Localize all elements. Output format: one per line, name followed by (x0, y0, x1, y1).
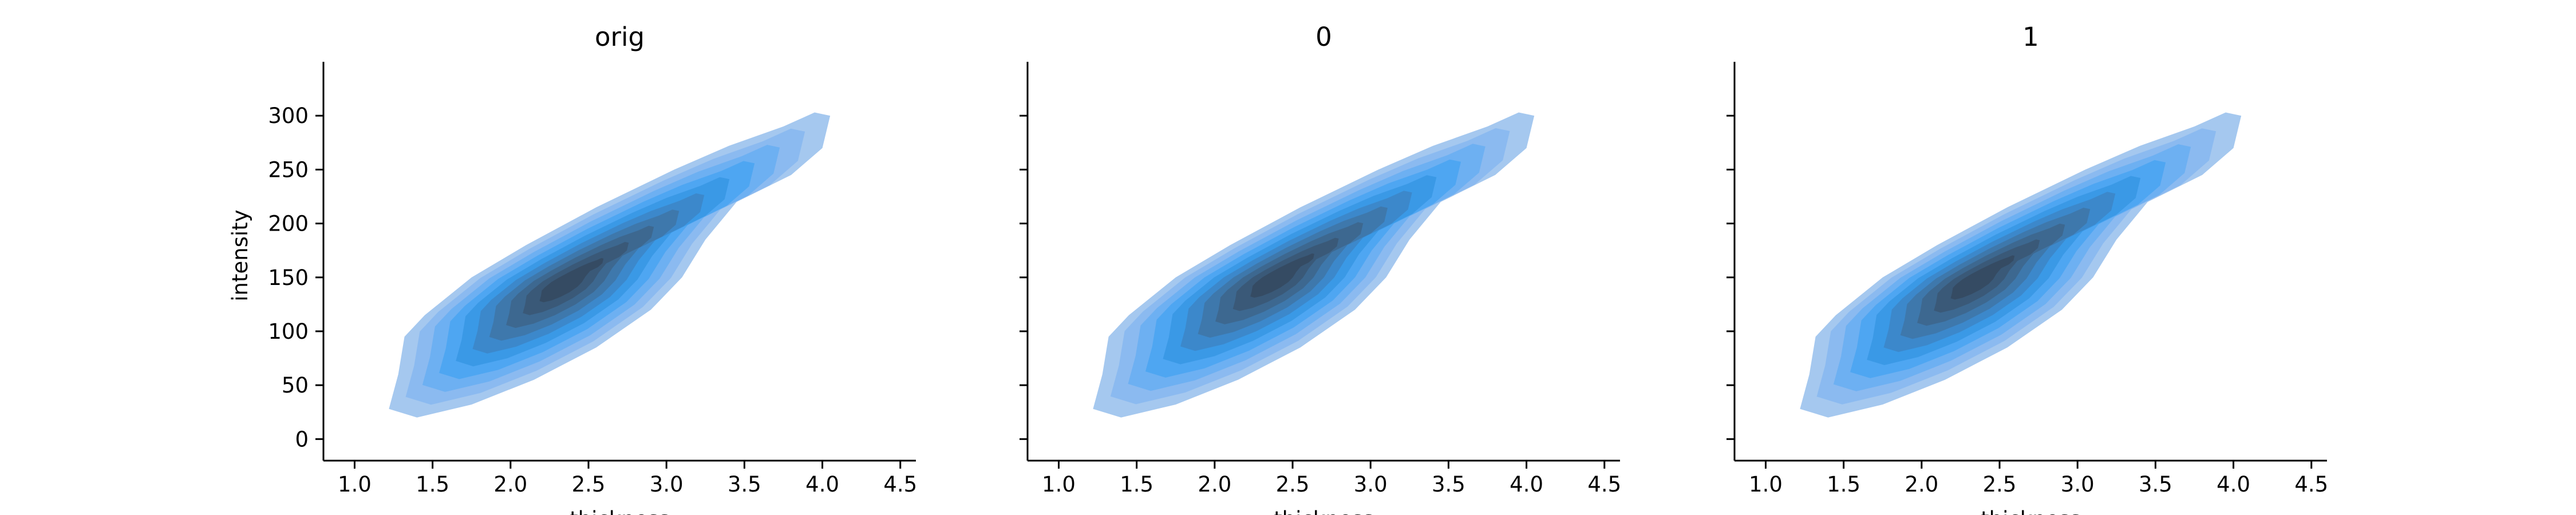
x-tick-label: 3.0 (2061, 472, 2095, 497)
facet-panel-1: 1.0 1.5 2.0 2.5 3.0 3.5 4.0 4.5 1 thickness (1726, 22, 2328, 515)
density-contour-level-10 (1950, 255, 2015, 300)
x-tick-label: 4.5 (883, 472, 917, 497)
x-tick-label: 2.0 (1198, 472, 1231, 497)
y-tick-label: 0 (295, 427, 309, 451)
panel-title: 0 (1315, 22, 1332, 52)
x-tick-label: 1.0 (338, 472, 372, 497)
x-tick-label: 2.5 (1983, 472, 2017, 497)
x-tick-label: 3.5 (1432, 472, 1465, 497)
x-tick-label: 1.0 (1042, 472, 1076, 497)
x-tick-label: 1.5 (1120, 472, 1153, 497)
x-axis-label: thickness (1274, 507, 1374, 515)
x-axis-label: thickness (1981, 507, 2081, 515)
x-tick-label: 2.0 (493, 472, 527, 497)
x-tick-label: 3.0 (650, 472, 683, 497)
x-tick-label: 2.0 (1905, 472, 1938, 497)
y-axis-label: intensity (228, 209, 252, 301)
x-tick-label: 2.5 (1276, 472, 1310, 497)
panel-title: orig (595, 22, 645, 52)
y-tick-label: 200 (268, 212, 309, 236)
density-contour-level-10 (539, 258, 604, 303)
facet-panel-orig: 1.0 1.5 2.0 2.5 3.0 3.5 4.0 4.5 0 50 100 150 200 250 3… (228, 22, 917, 515)
x-tick-label: 1.5 (416, 472, 449, 497)
x-tick-label: 1.5 (1827, 472, 1860, 497)
x-tick-label: 4.5 (2294, 472, 2328, 497)
x-tick-label: 3.0 (1354, 472, 1388, 497)
panel-title: 1 (2022, 22, 2039, 52)
x-tick-label: 4.0 (2217, 472, 2250, 497)
y-tick-label: 50 (282, 373, 309, 398)
y-tick-label: 150 (268, 266, 309, 290)
x-tick-label: 2.5 (572, 472, 606, 497)
y-tick-label: 100 (268, 319, 309, 344)
x-tick-label: 4.0 (1510, 472, 1543, 497)
facet-panel-0: 1.0 1.5 2.0 2.5 3.0 3.5 4.0 4.5 0 thickness (1020, 22, 1621, 515)
x-tick-label: 3.5 (728, 472, 761, 497)
x-tick-label: 4.0 (805, 472, 839, 497)
x-tick-label: 1.0 (1749, 472, 1783, 497)
x-tick-label: 3.5 (2139, 472, 2172, 497)
x-axis-label: thickness (570, 507, 670, 515)
x-tick-label: 4.5 (1587, 472, 1621, 497)
density-contour-level-10 (1250, 253, 1314, 298)
y-tick-label: 300 (268, 104, 309, 128)
y-tick-label: 250 (268, 157, 309, 182)
